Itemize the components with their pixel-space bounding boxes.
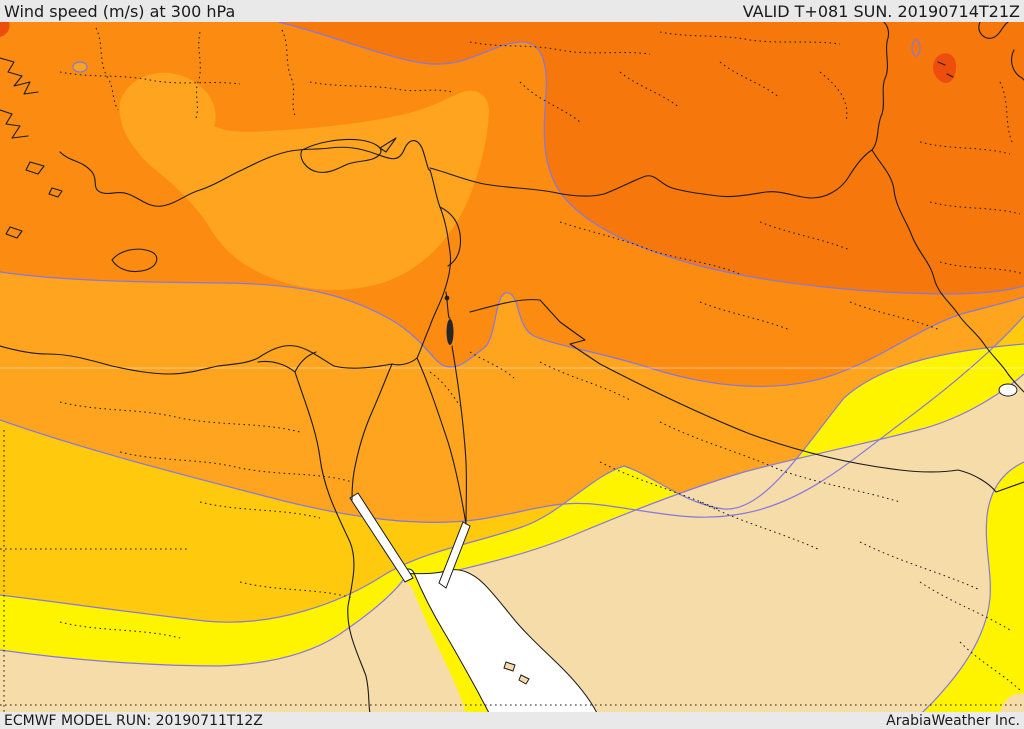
- band-beige-east: [426, 374, 1024, 713]
- jordan-river-line: [445, 291, 451, 319]
- weather-map: [0, 22, 1024, 713]
- credit-label: ArabiaWeather Inc.: [886, 712, 1020, 729]
- nile-river: [294, 371, 371, 713]
- isotach-line: [277, 22, 1024, 295]
- admin-line: [59, 401, 301, 433]
- cyprus-panhandle: [379, 137, 397, 153]
- aegean-island: [5, 226, 23, 239]
- model-run-label: ECMWF MODEL RUN: 20190711T12Z: [4, 712, 263, 729]
- caspian-coast: [978, 22, 1009, 39]
- band-beige-west: [0, 579, 466, 713]
- footer-bar: ECMWF MODEL RUN: 20190711T12Z ArabiaWeat…: [0, 712, 1024, 729]
- lebanon-border: [439, 206, 462, 267]
- admin-line: [939, 261, 1024, 275]
- band-light-orange-tongue: [119, 72, 490, 290]
- isotach-line: [0, 343, 1024, 623]
- nile-delta-branch: [257, 360, 296, 373]
- wadi-araba-border: [451, 345, 467, 525]
- aegean-island: [25, 161, 45, 175]
- lake-van-mark: [937, 61, 946, 66]
- admin-line: [919, 141, 1011, 155]
- turkey-south-coast: [59, 140, 431, 207]
- admin-line: [199, 501, 321, 519]
- dead-sea: [446, 319, 454, 345]
- gulf-of-aqaba: [438, 521, 471, 589]
- admin-line: [119, 451, 353, 483]
- lake-egirdir: [72, 61, 88, 73]
- sinai-west-coast: [351, 363, 393, 501]
- jordan-saudi-zigzag: [539, 299, 601, 365]
- admin-line: [281, 29, 297, 119]
- rhodes-island: [111, 248, 158, 273]
- water-bodies: [349, 295, 1018, 713]
- turkey-iran-border: [871, 22, 890, 151]
- gulf-of-suez: [349, 492, 414, 583]
- admin-line: [469, 351, 515, 379]
- admin-line: [919, 581, 1011, 631]
- isotach-line: [425, 373, 1024, 579]
- band-dark-orange-mass: [278, 22, 1024, 294]
- admin-line: [659, 421, 901, 503]
- admin-line: [619, 71, 681, 109]
- admin-line: [59, 621, 181, 639]
- isotach-line: [0, 271, 1024, 387]
- admin-boundaries: [0, 27, 1024, 712]
- map-title: Wind speed (m/s) at 300 hPa: [4, 1, 236, 21]
- aegean-coast: [0, 109, 29, 139]
- red-sea: [400, 568, 598, 713]
- contour-lines: [0, 22, 1024, 713]
- nile-delta-branch: [294, 351, 317, 373]
- contour-sliver: [911, 39, 921, 57]
- jordan-syria-border: [469, 299, 541, 313]
- red-sea-island: [503, 661, 516, 672]
- isotach-line: [0, 578, 405, 667]
- admin-line: [719, 61, 781, 99]
- admin-line: [309, 81, 453, 93]
- turkey-syria-iraq-border: [429, 149, 873, 199]
- red-sea-island: [518, 674, 530, 685]
- admin-line: [519, 81, 581, 123]
- band-beige-corner-bump: [1000, 693, 1024, 713]
- cyprus-coast: [300, 138, 382, 173]
- admin-line: [95, 27, 119, 111]
- band-red-corner-patch: [0, 22, 10, 37]
- caspian-coast: [1011, 49, 1024, 81]
- header-bar: Wind speed (m/s) at 300 hPa VALID T+081 …: [0, 0, 1024, 22]
- admin-line: [999, 81, 1013, 143]
- admin-line: [195, 31, 201, 119]
- isotach-line: [0, 315, 1024, 523]
- admin-line: [929, 201, 1021, 215]
- iraq-saudi-border: [599, 363, 1024, 493]
- aegean-island: [48, 187, 63, 198]
- admin-line: [659, 31, 841, 45]
- isotach-line: [921, 461, 1024, 713]
- country-borders: [0, 22, 1024, 713]
- admin-line: [539, 361, 631, 401]
- lake-tharthar: [998, 383, 1018, 397]
- admin-line: [819, 71, 848, 123]
- egypt-israel-border: [416, 357, 467, 525]
- valid-time-label: VALID T+081 SUN. 20190714T21Z: [742, 1, 1020, 21]
- admin-line: [469, 41, 651, 55]
- admin-line: [59, 71, 241, 85]
- iraq-iran-border: [871, 149, 1024, 393]
- aegean-coast: [0, 57, 39, 95]
- lake-urmia-mark: [946, 73, 954, 78]
